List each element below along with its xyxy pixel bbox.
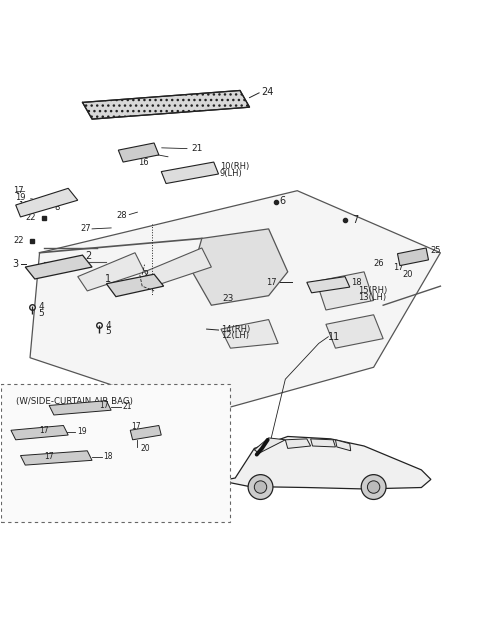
Text: 16: 16	[138, 157, 148, 167]
Polygon shape	[221, 319, 278, 348]
Polygon shape	[192, 229, 288, 305]
Text: 11: 11	[328, 332, 340, 342]
Text: 21: 21	[122, 402, 132, 412]
Text: 5: 5	[38, 309, 44, 318]
Text: 23: 23	[222, 293, 233, 303]
Circle shape	[248, 475, 273, 500]
Text: 8: 8	[55, 203, 60, 213]
Text: 19: 19	[77, 427, 86, 436]
Text: 19: 19	[15, 193, 25, 202]
Text: 17: 17	[39, 426, 49, 435]
Text: 16: 16	[18, 200, 29, 210]
Text: 18: 18	[351, 278, 362, 287]
Text: 12(LH): 12(LH)	[221, 331, 249, 340]
Text: 17: 17	[138, 151, 148, 160]
Polygon shape	[336, 440, 351, 451]
Text: 20: 20	[402, 270, 413, 279]
Polygon shape	[16, 188, 78, 217]
Polygon shape	[130, 425, 161, 440]
Text: 4: 4	[106, 321, 111, 330]
Text: 25: 25	[430, 246, 441, 255]
Polygon shape	[285, 439, 311, 448]
Polygon shape	[118, 143, 159, 162]
Polygon shape	[307, 277, 350, 293]
Polygon shape	[326, 315, 383, 348]
Text: 24: 24	[262, 87, 274, 97]
Text: 17: 17	[266, 278, 277, 287]
Text: 21: 21	[192, 144, 203, 153]
Text: 14(RH): 14(RH)	[221, 325, 250, 334]
Text: 17: 17	[393, 262, 403, 272]
Polygon shape	[78, 253, 144, 291]
Polygon shape	[311, 439, 336, 447]
Text: 6: 6	[279, 196, 285, 206]
Text: 7: 7	[352, 215, 359, 225]
Text: 18: 18	[103, 453, 112, 461]
Text: 26: 26	[373, 259, 384, 268]
Circle shape	[254, 481, 267, 494]
Text: 5: 5	[106, 327, 111, 337]
Text: 2: 2	[85, 250, 92, 260]
Text: 20: 20	[141, 444, 150, 453]
Polygon shape	[30, 191, 441, 415]
Text: 15(RH): 15(RH)	[359, 286, 388, 295]
Text: 22: 22	[25, 213, 36, 223]
FancyBboxPatch shape	[1, 384, 230, 523]
Polygon shape	[316, 272, 373, 310]
Circle shape	[361, 475, 386, 500]
Polygon shape	[11, 425, 68, 440]
Text: 17: 17	[13, 186, 24, 195]
Polygon shape	[21, 451, 92, 465]
Polygon shape	[397, 248, 429, 265]
Polygon shape	[83, 91, 250, 119]
Text: 28: 28	[116, 211, 127, 220]
Text: 3: 3	[12, 259, 18, 268]
Text: 9(LH): 9(LH)	[220, 169, 243, 178]
Text: 4: 4	[38, 302, 44, 311]
Text: 13(LH): 13(LH)	[359, 293, 386, 301]
Polygon shape	[228, 436, 431, 489]
Text: 1: 1	[106, 274, 111, 284]
Polygon shape	[254, 438, 285, 453]
Text: 22: 22	[13, 236, 24, 246]
Text: (W/SIDE-CURTAIN AIR BAG): (W/SIDE-CURTAIN AIR BAG)	[16, 397, 132, 406]
Circle shape	[367, 481, 380, 494]
Polygon shape	[107, 274, 164, 296]
Text: 2: 2	[142, 270, 148, 280]
Text: 27: 27	[80, 224, 91, 233]
Polygon shape	[49, 401, 111, 415]
Text: 17: 17	[44, 453, 54, 461]
Polygon shape	[25, 255, 92, 279]
Text: 10(RH): 10(RH)	[220, 162, 249, 171]
Polygon shape	[161, 162, 218, 184]
Text: 17: 17	[99, 401, 109, 410]
Polygon shape	[144, 248, 211, 286]
Text: 17: 17	[132, 422, 141, 432]
